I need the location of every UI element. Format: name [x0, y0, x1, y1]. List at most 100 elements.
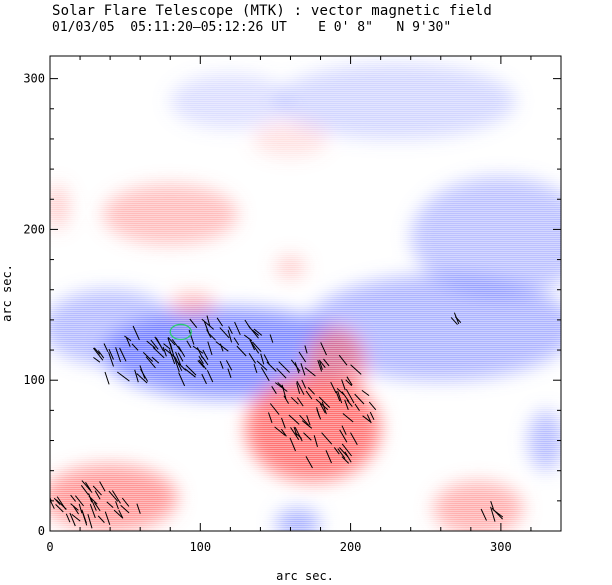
x-tick-label: 100 — [189, 540, 211, 554]
field-vector — [315, 398, 329, 411]
field-vector — [108, 348, 114, 360]
field-vector — [219, 343, 224, 352]
field-vector — [192, 345, 204, 354]
field-vector — [346, 399, 353, 407]
field-vector — [281, 417, 286, 429]
field-vector — [198, 355, 204, 364]
field-vector — [345, 388, 355, 404]
field-vector — [354, 403, 360, 411]
field-vector — [294, 432, 303, 439]
field-vector — [131, 343, 139, 351]
field-vector — [167, 336, 176, 346]
field-vector — [184, 368, 196, 378]
field-vector — [93, 347, 104, 361]
field-vector — [320, 342, 327, 356]
field-vector — [175, 357, 183, 372]
field-vector — [336, 388, 345, 395]
field-vector — [345, 379, 353, 387]
field-vector — [171, 339, 182, 352]
field-vector — [249, 339, 260, 354]
axis-ticks — [49, 56, 562, 532]
field-vector — [201, 373, 207, 385]
field-vector — [325, 450, 332, 464]
field-vector — [319, 403, 326, 414]
field-vector — [196, 347, 203, 359]
field-vector — [252, 329, 260, 336]
field-vector — [323, 358, 330, 367]
field-vector — [188, 329, 195, 345]
field-vector — [318, 396, 331, 408]
field-vector — [108, 352, 114, 367]
field-vector — [454, 316, 462, 323]
field-vector — [40, 499, 47, 505]
field-vector — [339, 429, 348, 443]
field-vector — [342, 413, 354, 423]
field-vector — [93, 347, 101, 355]
field-vector — [146, 340, 156, 349]
field-vector — [253, 363, 258, 374]
field-vector — [201, 318, 215, 330]
field-vector — [208, 333, 216, 341]
field-vector — [121, 497, 130, 507]
field-vector — [80, 485, 89, 496]
field-vector — [177, 352, 184, 362]
field-vector — [56, 496, 67, 510]
field-vector — [301, 420, 313, 429]
green-ellipse-marker — [169, 323, 192, 341]
field-vector — [132, 325, 140, 341]
field-vector — [269, 334, 274, 343]
field-vector — [305, 456, 313, 469]
plot-frame — [49, 55, 562, 532]
field-vector — [289, 437, 296, 452]
field-vector — [164, 348, 176, 359]
field-vector — [219, 327, 230, 339]
field-vector — [145, 356, 156, 369]
field-vector — [111, 490, 121, 504]
field-vector — [93, 502, 101, 512]
field-vector — [185, 364, 197, 376]
field-vector — [362, 415, 371, 423]
field-vector — [271, 386, 277, 394]
field-vector — [103, 343, 109, 353]
field-vector — [304, 367, 316, 377]
field-vector — [173, 356, 180, 373]
field-vector — [206, 370, 214, 383]
field-vector — [290, 396, 299, 405]
field-vector — [338, 354, 348, 366]
field-vector — [219, 361, 224, 369]
field-vector — [256, 360, 268, 371]
field-vector — [227, 329, 233, 343]
field-vector — [450, 317, 458, 325]
field-vector — [305, 390, 313, 400]
field-vector — [361, 389, 370, 397]
field-vector — [81, 510, 88, 526]
field-vector — [113, 509, 123, 519]
field-vector — [125, 336, 131, 347]
field-vector — [78, 503, 83, 514]
x-tick-label: 300 — [490, 540, 512, 554]
field-vector — [65, 513, 71, 523]
field-vector — [97, 350, 105, 359]
field-vector — [341, 456, 350, 464]
field-vector — [283, 395, 290, 404]
field-vector — [89, 504, 96, 519]
field-vector — [341, 391, 350, 402]
field-vector — [163, 343, 171, 350]
field-vector — [260, 353, 265, 365]
field-vector — [369, 411, 375, 421]
field-vector — [169, 349, 176, 365]
observation-time-range: 05:11:20–05:12:26 UT — [130, 20, 287, 35]
y-axis-label: arc sec. — [0, 264, 14, 322]
field-vector — [55, 504, 64, 513]
field-vector — [50, 496, 52, 501]
field-vector — [134, 369, 139, 383]
field-vector — [90, 498, 97, 511]
field-vector — [341, 425, 347, 435]
field-vector — [236, 345, 247, 357]
plot-subtitle: 01/03/05 05:11:20–05:12:26 UT E 0' 8" N … — [52, 20, 451, 35]
observation-latitude: N 9'30" — [396, 20, 452, 35]
field-vector — [300, 363, 306, 376]
field-vector — [119, 347, 127, 362]
y-tick-label: 0 — [38, 524, 45, 538]
field-vector — [346, 376, 353, 386]
